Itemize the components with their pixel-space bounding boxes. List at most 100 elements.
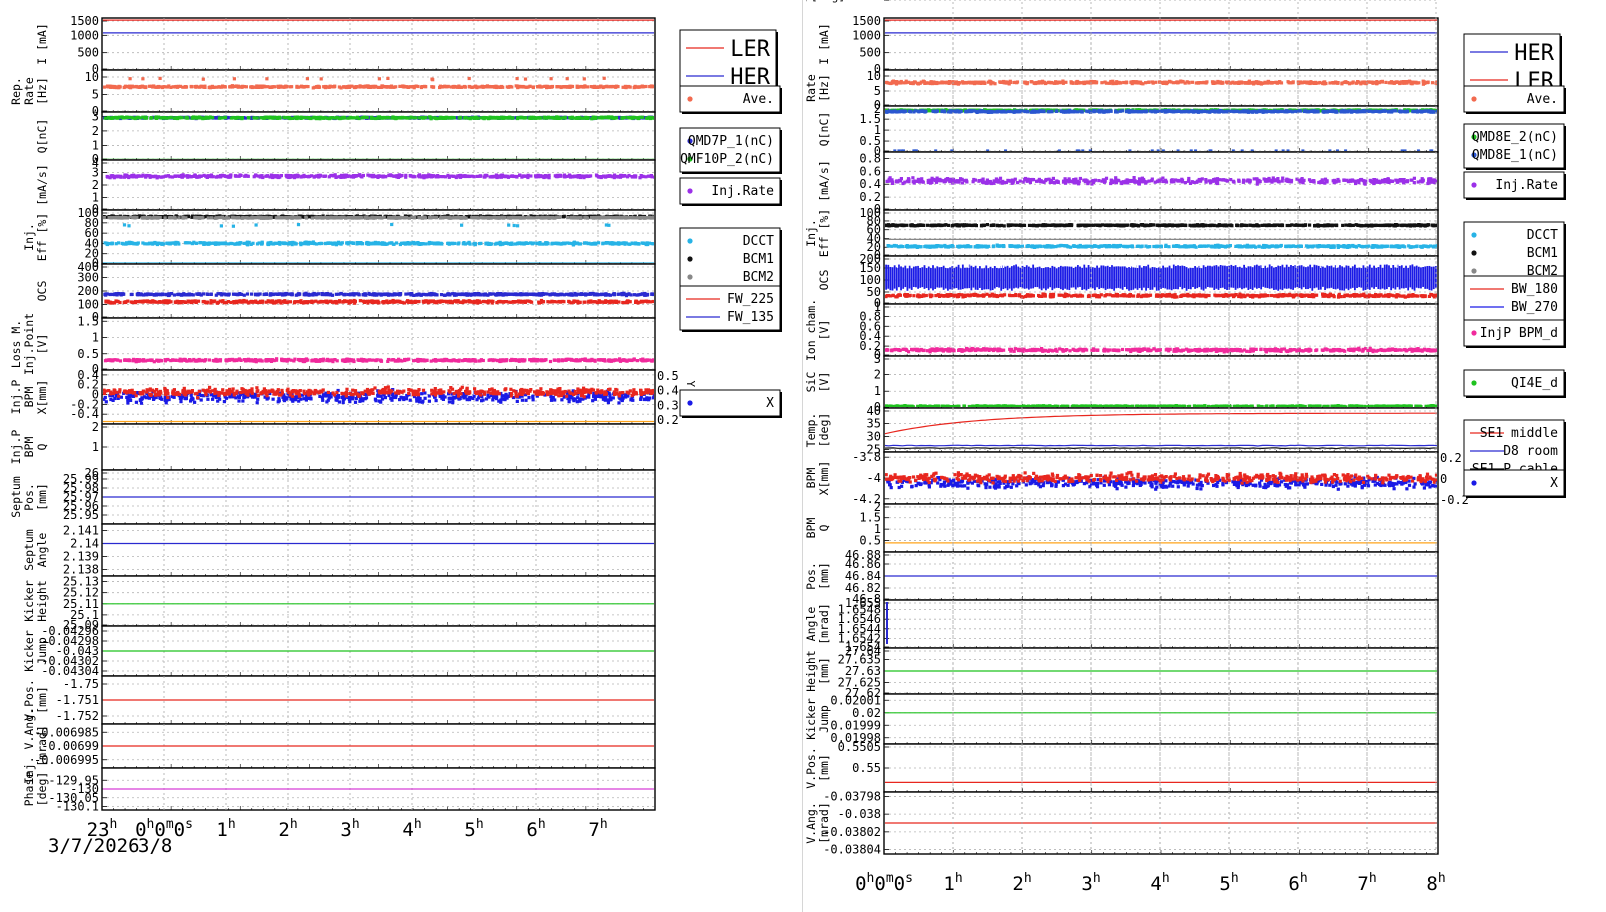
data-point <box>472 216 477 220</box>
data-point <box>429 174 433 178</box>
data-point <box>398 300 402 304</box>
data-point <box>199 216 203 220</box>
data-point <box>148 300 152 304</box>
data-point <box>423 85 427 89</box>
data-point <box>293 300 297 304</box>
data-point <box>131 174 135 178</box>
data-point <box>509 300 513 304</box>
data-point <box>271 85 275 89</box>
data-point <box>295 116 299 121</box>
data-point <box>358 242 362 246</box>
data-point <box>481 300 485 304</box>
data-point <box>616 175 621 179</box>
data-point <box>602 85 606 89</box>
data-point <box>507 223 511 227</box>
data-point <box>368 174 372 178</box>
data-point <box>359 216 363 220</box>
data-point <box>566 216 570 220</box>
data-point <box>184 116 188 120</box>
data-point <box>105 215 109 219</box>
data-point <box>638 216 642 220</box>
data-point <box>244 85 248 89</box>
data-point <box>262 116 266 120</box>
data-point <box>116 174 120 178</box>
data-point <box>509 292 514 296</box>
data-point <box>296 85 300 89</box>
data-point <box>370 299 374 303</box>
data-point <box>526 216 531 220</box>
data-point <box>451 292 455 296</box>
data-point <box>243 300 247 304</box>
data-point <box>563 115 567 120</box>
data-point <box>395 216 399 220</box>
data-point <box>612 116 616 120</box>
data-point <box>259 215 263 219</box>
data-point <box>573 174 577 178</box>
data-point <box>582 241 587 245</box>
data-point <box>515 216 519 220</box>
data-point <box>317 292 321 296</box>
data-point <box>641 174 645 179</box>
data-point <box>234 84 238 88</box>
data-point <box>369 116 373 120</box>
data-point <box>147 84 152 88</box>
data-point <box>255 116 259 120</box>
data-point <box>117 115 121 119</box>
data-point <box>550 85 554 89</box>
data-point <box>126 299 130 303</box>
data-point <box>561 299 565 303</box>
data-point <box>508 216 512 220</box>
data-point <box>556 293 560 297</box>
data-point <box>604 116 608 120</box>
data-point <box>406 242 410 246</box>
data-point <box>252 116 256 120</box>
series-ave- <box>103 76 654 90</box>
data-point <box>450 174 454 178</box>
data-point <box>572 216 576 220</box>
data-point <box>508 85 512 89</box>
data-point <box>284 241 288 246</box>
data-point <box>188 299 192 304</box>
data-point <box>106 175 110 179</box>
data-point <box>205 214 209 218</box>
data-point <box>439 242 443 246</box>
data-point <box>451 84 455 89</box>
data-point <box>404 173 408 177</box>
data-point <box>279 241 283 245</box>
data-point <box>249 242 253 246</box>
data-point <box>145 173 149 178</box>
data-point <box>455 85 459 89</box>
data-point <box>169 215 173 220</box>
data-point <box>492 116 496 120</box>
data-point <box>138 116 142 120</box>
data-point <box>518 115 522 120</box>
data-point <box>225 215 229 219</box>
data-point <box>544 241 548 245</box>
data-point <box>125 216 129 220</box>
data-point <box>560 116 564 120</box>
data-point <box>103 116 107 120</box>
data-point <box>543 84 547 88</box>
data-point <box>443 299 447 303</box>
data-point <box>163 216 167 220</box>
data-point <box>298 241 303 245</box>
y-tick-label: 1 <box>92 138 99 152</box>
data-point <box>534 175 538 179</box>
data-point <box>384 116 388 120</box>
data-point <box>391 116 395 120</box>
data-point <box>322 174 326 178</box>
data-point <box>519 242 524 246</box>
data-point <box>411 116 416 120</box>
data-point <box>274 216 278 220</box>
panel-series <box>103 214 654 263</box>
data-point <box>592 293 596 297</box>
data-point <box>191 293 195 297</box>
data-point <box>173 85 177 89</box>
data-point <box>247 216 251 220</box>
data-point <box>542 216 546 220</box>
data-point <box>621 300 625 305</box>
data-point <box>568 241 572 245</box>
data-point <box>123 242 127 246</box>
data-point <box>464 216 468 220</box>
data-point <box>151 115 155 119</box>
